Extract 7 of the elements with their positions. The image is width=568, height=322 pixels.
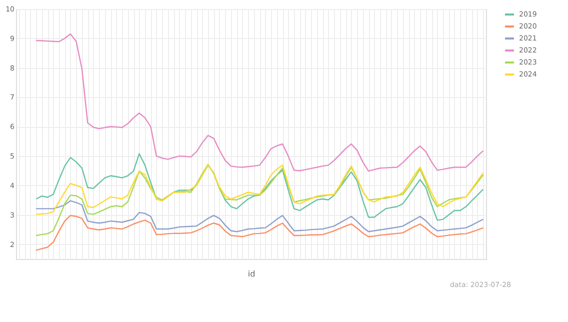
x-axis-title: id [248, 270, 256, 278]
line-series [35, 164, 484, 236]
line-series [35, 153, 484, 221]
line-series [35, 214, 484, 251]
line-series [35, 164, 484, 215]
line-series [35, 200, 484, 232]
line-series [35, 33, 484, 172]
